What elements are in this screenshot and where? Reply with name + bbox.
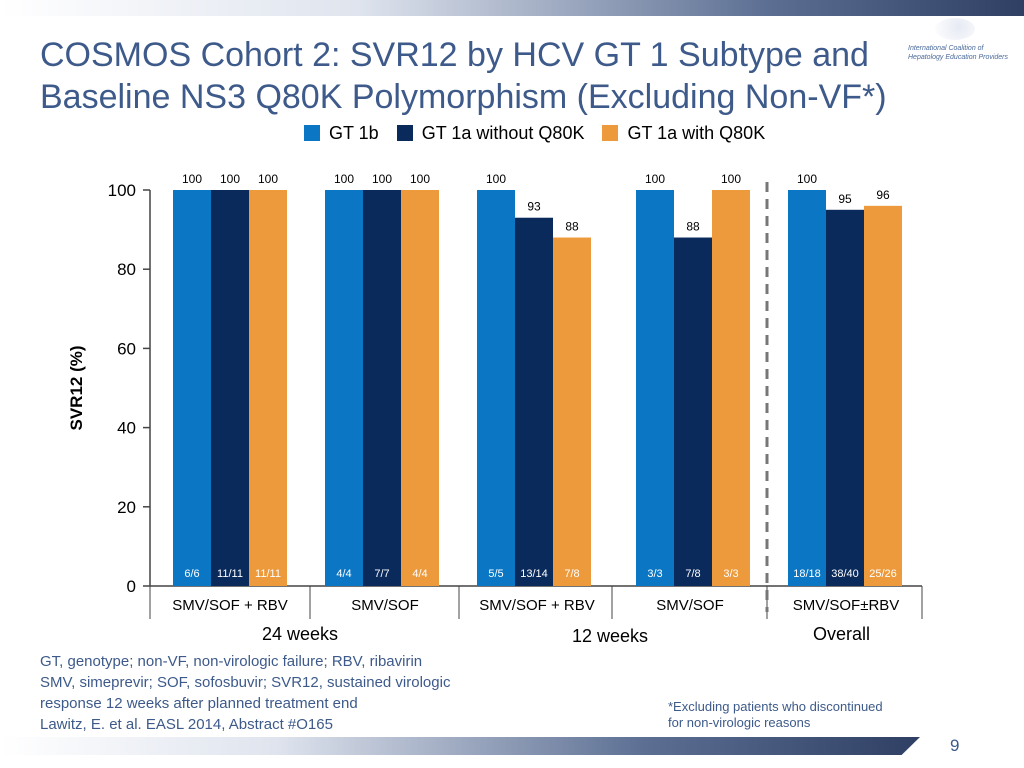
bar-n-label: 4/4	[336, 568, 351, 580]
bar-value-label: 100	[797, 172, 817, 186]
bar-value-label: 96	[876, 188, 890, 202]
footnote-line: response 12 weeks after planned treatmen…	[40, 695, 358, 712]
bar-n-label: 11/11	[217, 568, 243, 580]
bar	[515, 217, 553, 586]
bar	[363, 190, 401, 586]
bar	[674, 237, 712, 586]
bar-value-label: 100	[410, 172, 430, 186]
bar-value-label: 88	[686, 220, 700, 234]
legend-item-gt1a-without-q80k: GT 1a without Q80K	[396, 122, 585, 144]
bar-value-label: 100	[645, 172, 665, 186]
bar-n-label: 7/8	[564, 568, 579, 580]
footnote-line: GT, genotype; non-VF, non-virologic fail…	[40, 653, 423, 670]
abbreviation-footnote: GT, genotype; non-VF, non-virologic fail…	[40, 651, 520, 735]
y-tick-label: 60	[117, 339, 136, 358]
bar-n-label: 3/3	[723, 568, 738, 580]
footnote-line: Lawitz, E. et al. EASL 2014, Abstract #O…	[40, 716, 333, 733]
bar-n-label: 18/18	[793, 568, 821, 580]
exclusion-note-line: for non-virologic reasons	[668, 715, 811, 730]
legend-label-gt1b: GT 1b	[329, 122, 379, 143]
bar-n-label: 38/40	[831, 568, 859, 580]
bar-n-label: 7/7	[374, 568, 389, 580]
bar-value-label: 100	[372, 172, 392, 186]
bar-n-label: 25/26	[869, 568, 897, 580]
bar	[636, 190, 674, 586]
bar-value-label: 100	[220, 172, 240, 186]
bar-n-label: 6/6	[184, 568, 199, 580]
logo-icon	[935, 18, 975, 40]
bar	[826, 209, 864, 587]
bar-value-label: 95	[838, 192, 852, 206]
x-category-label: SMV/SOF + RBV	[479, 597, 594, 614]
y-tick-label: 20	[117, 498, 136, 517]
bar-n-label: 5/5	[488, 568, 503, 580]
exclusion-note-line: *Excluding patients who discontinued	[668, 699, 883, 714]
footnote-line: SMV, simeprevir; SOF, sofosbuvir; SVR12,…	[40, 674, 451, 691]
bar	[325, 190, 363, 586]
bar-value-label: 100	[258, 172, 278, 186]
legend-item-gt1b: GT 1b	[304, 123, 379, 144]
exclusion-note: *Excluding patients who discontinued for…	[668, 699, 918, 731]
bar-value-label: 100	[486, 172, 506, 186]
legend-item-gt1a-with-q80k: GT 1a with Q80K	[602, 123, 765, 144]
y-tick-label: 0	[127, 577, 136, 596]
bar	[249, 190, 287, 586]
period-label-12-weeks: 12 weeks	[572, 626, 649, 646]
x-category-label: SMV/SOF + RBV	[172, 597, 287, 614]
bar	[173, 190, 211, 586]
bottom-decorative-band	[0, 737, 920, 755]
legend-swatch-gt1a-without-q80k	[396, 125, 413, 141]
top-decorative-band	[0, 0, 1024, 16]
bar	[788, 190, 826, 586]
page-number: 9	[950, 736, 960, 755]
x-category-label: SMV/SOF	[656, 597, 724, 614]
legend-swatch-gt1b	[304, 125, 320, 141]
bar-n-label: 3/3	[647, 568, 662, 580]
bar	[864, 205, 902, 586]
legend-label-gt1a-with-q80k: GT 1a with Q80K	[627, 122, 766, 143]
bar-value-label: 93	[527, 200, 541, 214]
y-tick-label: 100	[108, 181, 136, 200]
period-label-24-weeks: 24 weeks	[262, 624, 339, 644]
x-category-label: SMV/SOF	[351, 597, 419, 614]
bar	[712, 190, 750, 586]
legend-swatch-gt1a-with-q80k	[602, 125, 619, 141]
bar-value-label: 100	[334, 172, 354, 186]
x-category-label: SMV/SOF±RBV	[793, 597, 900, 614]
bar-value-label: 100	[721, 172, 741, 186]
organization-logo: International Coalition of Hepatology Ed…	[908, 45, 1009, 61]
bar-value-label: 100	[182, 172, 202, 186]
bar-n-label: 11/11	[255, 568, 281, 580]
y-tick-label: 80	[117, 260, 136, 279]
legend-label-gt1a-without-q80k: GT 1a without Q80K	[421, 122, 585, 143]
bar	[477, 190, 515, 586]
slide-title: COSMOS Cohort 2: SVR12 by HCV GT 1 Subty…	[40, 36, 887, 116]
bar	[401, 190, 439, 586]
y-tick-label: 40	[117, 419, 136, 438]
chart-legend: GT 1b GT 1a without Q80K GT 1a with Q80K	[304, 122, 783, 144]
bar	[211, 190, 249, 586]
bar-n-label: 13/14	[520, 568, 548, 580]
bar-value-label: 88	[565, 220, 579, 234]
bar	[553, 237, 591, 586]
y-axis-label: SVR12 (%)	[67, 345, 86, 430]
bar-n-label: 7/8	[685, 568, 700, 580]
bar-n-label: 4/4	[412, 568, 427, 580]
period-label-overall: Overall	[813, 624, 871, 644]
